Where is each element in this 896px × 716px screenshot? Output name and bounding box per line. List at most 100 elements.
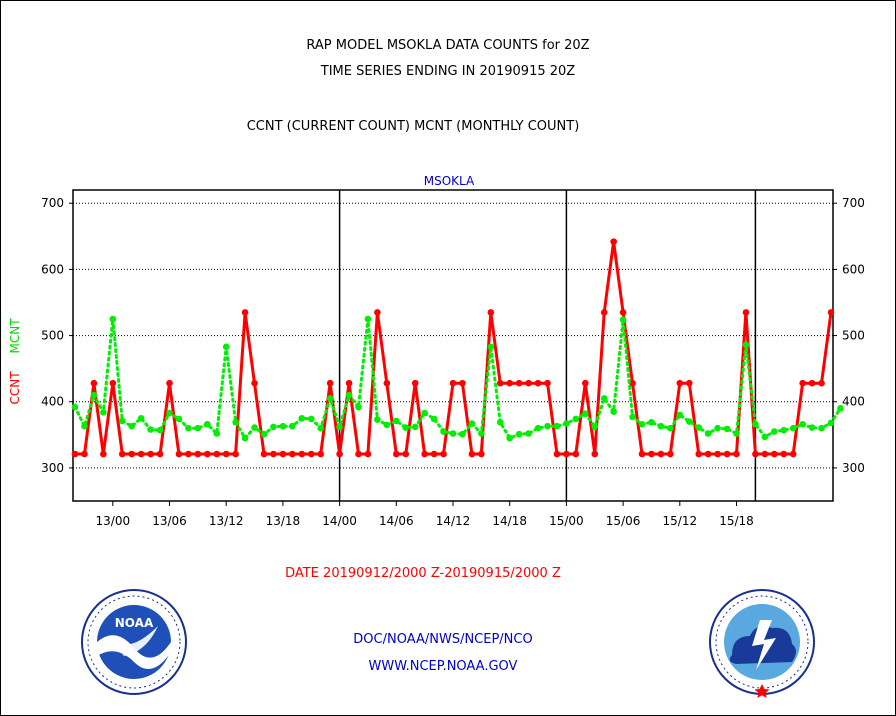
- data-point-mcnt: [572, 415, 580, 423]
- data-point-ccnt: [241, 309, 249, 316]
- data-point-ccnt: [780, 450, 788, 458]
- data-point-mcnt: [204, 420, 211, 428]
- data-point-mcnt: [648, 418, 655, 426]
- data-point-mcnt: [704, 430, 712, 437]
- x-tick-label: 14/06: [379, 514, 414, 528]
- data-point-ccnt: [714, 450, 721, 458]
- data-point-ccnt: [487, 309, 495, 316]
- x-tick-label: 13/18: [266, 514, 301, 528]
- data-point-mcnt: [752, 420, 759, 428]
- data-point-mcnt: [194, 424, 202, 432]
- data-point-ccnt: [468, 450, 476, 458]
- y-tick-label-right: 500: [842, 329, 865, 343]
- data-point-mcnt: [610, 408, 617, 415]
- data-point-ccnt: [553, 450, 561, 458]
- data-point-mcnt: [175, 415, 183, 423]
- data-point-mcnt: [71, 403, 79, 411]
- data-point-ccnt: [478, 450, 485, 458]
- x-tick-label: 14/18: [492, 514, 527, 528]
- data-point-mcnt: [733, 430, 740, 437]
- data-point-ccnt: [232, 450, 239, 458]
- data-point-ccnt: [175, 450, 183, 458]
- x-tick-label: 13/06: [152, 514, 187, 528]
- data-point-mcnt: [771, 428, 778, 435]
- data-point-mcnt: [411, 423, 419, 431]
- data-point-ccnt: [289, 450, 296, 458]
- data-point-mcnt: [393, 417, 400, 425]
- x-tick-label: 15/18: [719, 514, 754, 528]
- data-point-ccnt: [156, 450, 164, 458]
- series-line-ccnt: [75, 240, 833, 456]
- data-point-ccnt: [270, 450, 277, 458]
- data-point-mcnt: [336, 423, 343, 431]
- data-point-ccnt: [90, 379, 98, 387]
- x-tick-label: 14/12: [436, 514, 471, 528]
- data-point-mcnt: [582, 410, 589, 417]
- data-point-ccnt: [109, 379, 117, 387]
- data-point-ccnt: [364, 450, 372, 458]
- data-point-ccnt: [685, 379, 693, 387]
- data-point-mcnt: [222, 343, 230, 351]
- data-point-ccnt: [610, 238, 617, 245]
- data-point-mcnt: [251, 424, 258, 431]
- date-range-label: DATE 20190912/2000 Z-20190915/2000 Z: [285, 566, 561, 581]
- data-point-mcnt: [487, 343, 495, 351]
- data-point-mcnt: [818, 424, 825, 432]
- data-point-mcnt: [827, 419, 835, 427]
- data-point-ccnt: [128, 450, 135, 458]
- y-axis-label-ccnt: CCNT: [8, 371, 22, 405]
- noaa-wordmark: NOAA: [115, 616, 154, 630]
- data-point-mcnt: [459, 430, 466, 438]
- data-point-mcnt: [156, 426, 164, 434]
- data-point-ccnt: [525, 379, 532, 387]
- data-point-mcnt: [629, 413, 636, 421]
- nws-logo-icon: [709, 589, 815, 698]
- y-tick-label-right: 600: [842, 262, 865, 276]
- data-point-mcnt: [355, 403, 362, 411]
- data-point-mcnt: [430, 415, 438, 423]
- data-point-ccnt: [71, 450, 79, 458]
- data-point-ccnt: [194, 450, 202, 458]
- data-point-mcnt: [449, 430, 457, 437]
- data-point-mcnt: [260, 430, 268, 438]
- data-point-ccnt: [582, 379, 589, 387]
- series-layer: [71, 238, 844, 458]
- data-point-mcnt: [515, 430, 523, 438]
- data-point-mcnt: [714, 424, 721, 432]
- chart-title-line3: CCNT (CURRENT COUNT) MCNT (MONTHLY COUNT…: [246, 119, 580, 134]
- data-point-ccnt: [100, 450, 107, 458]
- y-tick-label-right: 400: [842, 395, 865, 409]
- data-point-mcnt: [402, 424, 410, 431]
- data-point-ccnt: [761, 450, 769, 458]
- data-point-mcnt: [137, 414, 145, 422]
- data-point-ccnt: [449, 379, 457, 387]
- data-point-mcnt: [799, 420, 806, 428]
- y-tick-label-left: 700: [41, 196, 64, 210]
- data-point-mcnt: [185, 424, 192, 432]
- data-point-mcnt: [100, 409, 107, 416]
- data-point-mcnt: [591, 423, 599, 431]
- data-point-mcnt: [506, 434, 513, 442]
- data-point-mcnt: [563, 420, 570, 427]
- data-point-ccnt: [638, 450, 646, 458]
- data-point-mcnt: [270, 423, 277, 431]
- axes-layer: 300 300 400 400 500 500 600 600 700 700 13/00 13/06…: [41, 189, 865, 528]
- data-point-ccnt: [393, 450, 400, 458]
- y-tick-label-left: 300: [41, 461, 64, 475]
- data-point-ccnt: [789, 450, 797, 458]
- data-point-ccnt: [591, 450, 599, 458]
- data-point-ccnt: [279, 450, 287, 458]
- data-point-ccnt: [147, 450, 154, 458]
- data-point-ccnt: [298, 450, 306, 458]
- data-point-mcnt: [619, 316, 627, 323]
- x-tick-label: 15/12: [663, 514, 698, 528]
- data-point-ccnt: [648, 450, 655, 458]
- data-point-ccnt: [742, 309, 750, 316]
- data-point-mcnt: [676, 411, 684, 419]
- data-point-mcnt: [326, 395, 334, 402]
- data-point-mcnt: [478, 430, 485, 437]
- data-point-ccnt: [733, 450, 740, 458]
- data-point-mcnt: [213, 430, 221, 437]
- data-point-mcnt: [685, 418, 693, 425]
